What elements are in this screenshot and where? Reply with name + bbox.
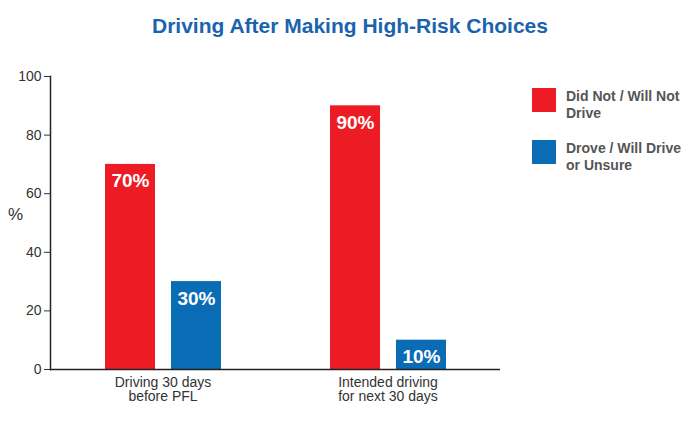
- svg-text:Intended drivingfor next 30 da: Intended drivingfor next 30 days: [338, 374, 438, 404]
- svg-text:Driving 30 daysbefore PFL: Driving 30 daysbefore PFL: [115, 374, 212, 404]
- html-text:Did Not / Will Not Drive: Did Not / Will Not Drive: [566, 88, 680, 121]
- svg-text:40: 40: [26, 244, 42, 260]
- svg-text:0: 0: [34, 361, 42, 377]
- html-text:Drove / Will Drive or Unsure: Drove / Will Drive or Unsure: [566, 140, 681, 173]
- svg-text:80: 80: [26, 127, 42, 143]
- html-text:Driving After Making High-Risk: Driving After Making High-Risk Choices: [152, 14, 548, 37]
- svg-text:60: 60: [26, 185, 42, 201]
- svg-text:30%: 30%: [177, 288, 215, 309]
- svg-text:10%: 10%: [402, 346, 440, 367]
- svg-text:70%: 70%: [111, 170, 149, 191]
- svg-text:90%: 90%: [336, 112, 374, 133]
- svg-text:20: 20: [26, 302, 42, 318]
- svg-text:100: 100: [18, 68, 42, 84]
